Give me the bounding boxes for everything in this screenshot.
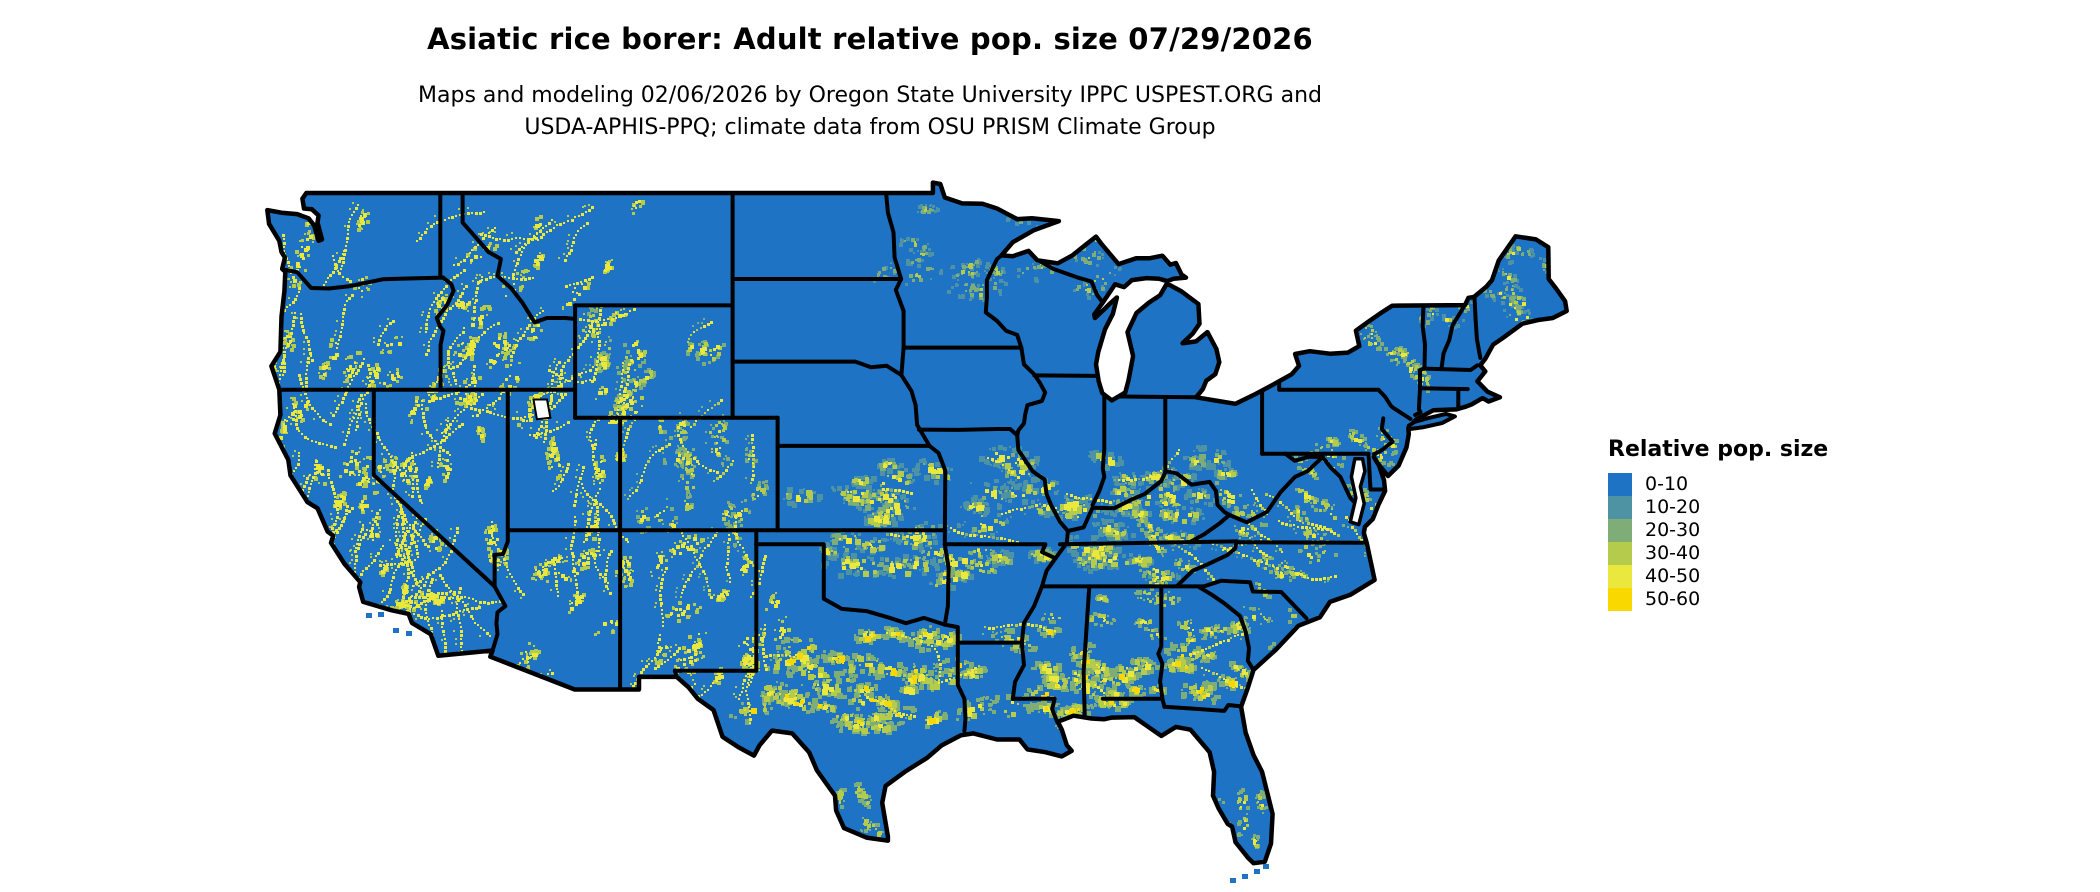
- page-title: Asiatic rice borer: Adult relative pop. …: [427, 22, 1313, 56]
- legend-swatch: [1608, 496, 1632, 519]
- us-coastline: [265, 180, 1569, 866]
- map-header: Asiatic rice borer: Adult relative pop. …: [0, 22, 1740, 144]
- legend-item-label: 20-30: [1645, 519, 1701, 541]
- legend-swatch: [1608, 473, 1632, 496]
- legend-item-label: 50-60: [1645, 588, 1701, 610]
- legend-title: Relative pop. size: [1608, 437, 1829, 462]
- legend-item-label: 10-20: [1645, 496, 1701, 518]
- small-islands: [366, 612, 1269, 883]
- legend-item-label: 30-40: [1645, 542, 1701, 564]
- legend-items: 0-10 10-20 20-30 30-40 40-50 50-60: [1608, 473, 1828, 611]
- legend-swatch: [1608, 565, 1632, 588]
- legend-item: 20-30: [1608, 519, 1828, 542]
- legend-item: 50-60: [1608, 588, 1828, 611]
- subtitle-line-2: USDA-APHIS-PPQ; climate data from OSU PR…: [524, 115, 1216, 140]
- great-salt-lake: [532, 398, 552, 421]
- legend-item: 30-40: [1608, 542, 1828, 565]
- state-borders: [277, 191, 1483, 734]
- map-legend: Relative pop. size 0-10 10-20 20-30 30-40 40…: [1608, 437, 1828, 611]
- chesapeake-bay: [1348, 457, 1367, 527]
- legend-item: 10-20: [1608, 496, 1828, 519]
- legend-item: 0-10: [1608, 473, 1828, 496]
- us-landmass: [267, 182, 1567, 864]
- legend-item-label: 0-10: [1645, 473, 1689, 495]
- legend-item-label: 40-50: [1645, 565, 1701, 587]
- legend-item: 40-50: [1608, 565, 1828, 588]
- legend-swatch: [1608, 519, 1632, 542]
- long-island: [1406, 411, 1457, 431]
- map-attribution: Maps and modeling 02/06/2026 by Oregon S…: [0, 80, 1740, 144]
- legend-swatch: [1608, 588, 1632, 611]
- legend-swatch: [1608, 542, 1632, 565]
- subtitle-line-1: Maps and modeling 02/06/2026 by Oregon S…: [418, 83, 1322, 108]
